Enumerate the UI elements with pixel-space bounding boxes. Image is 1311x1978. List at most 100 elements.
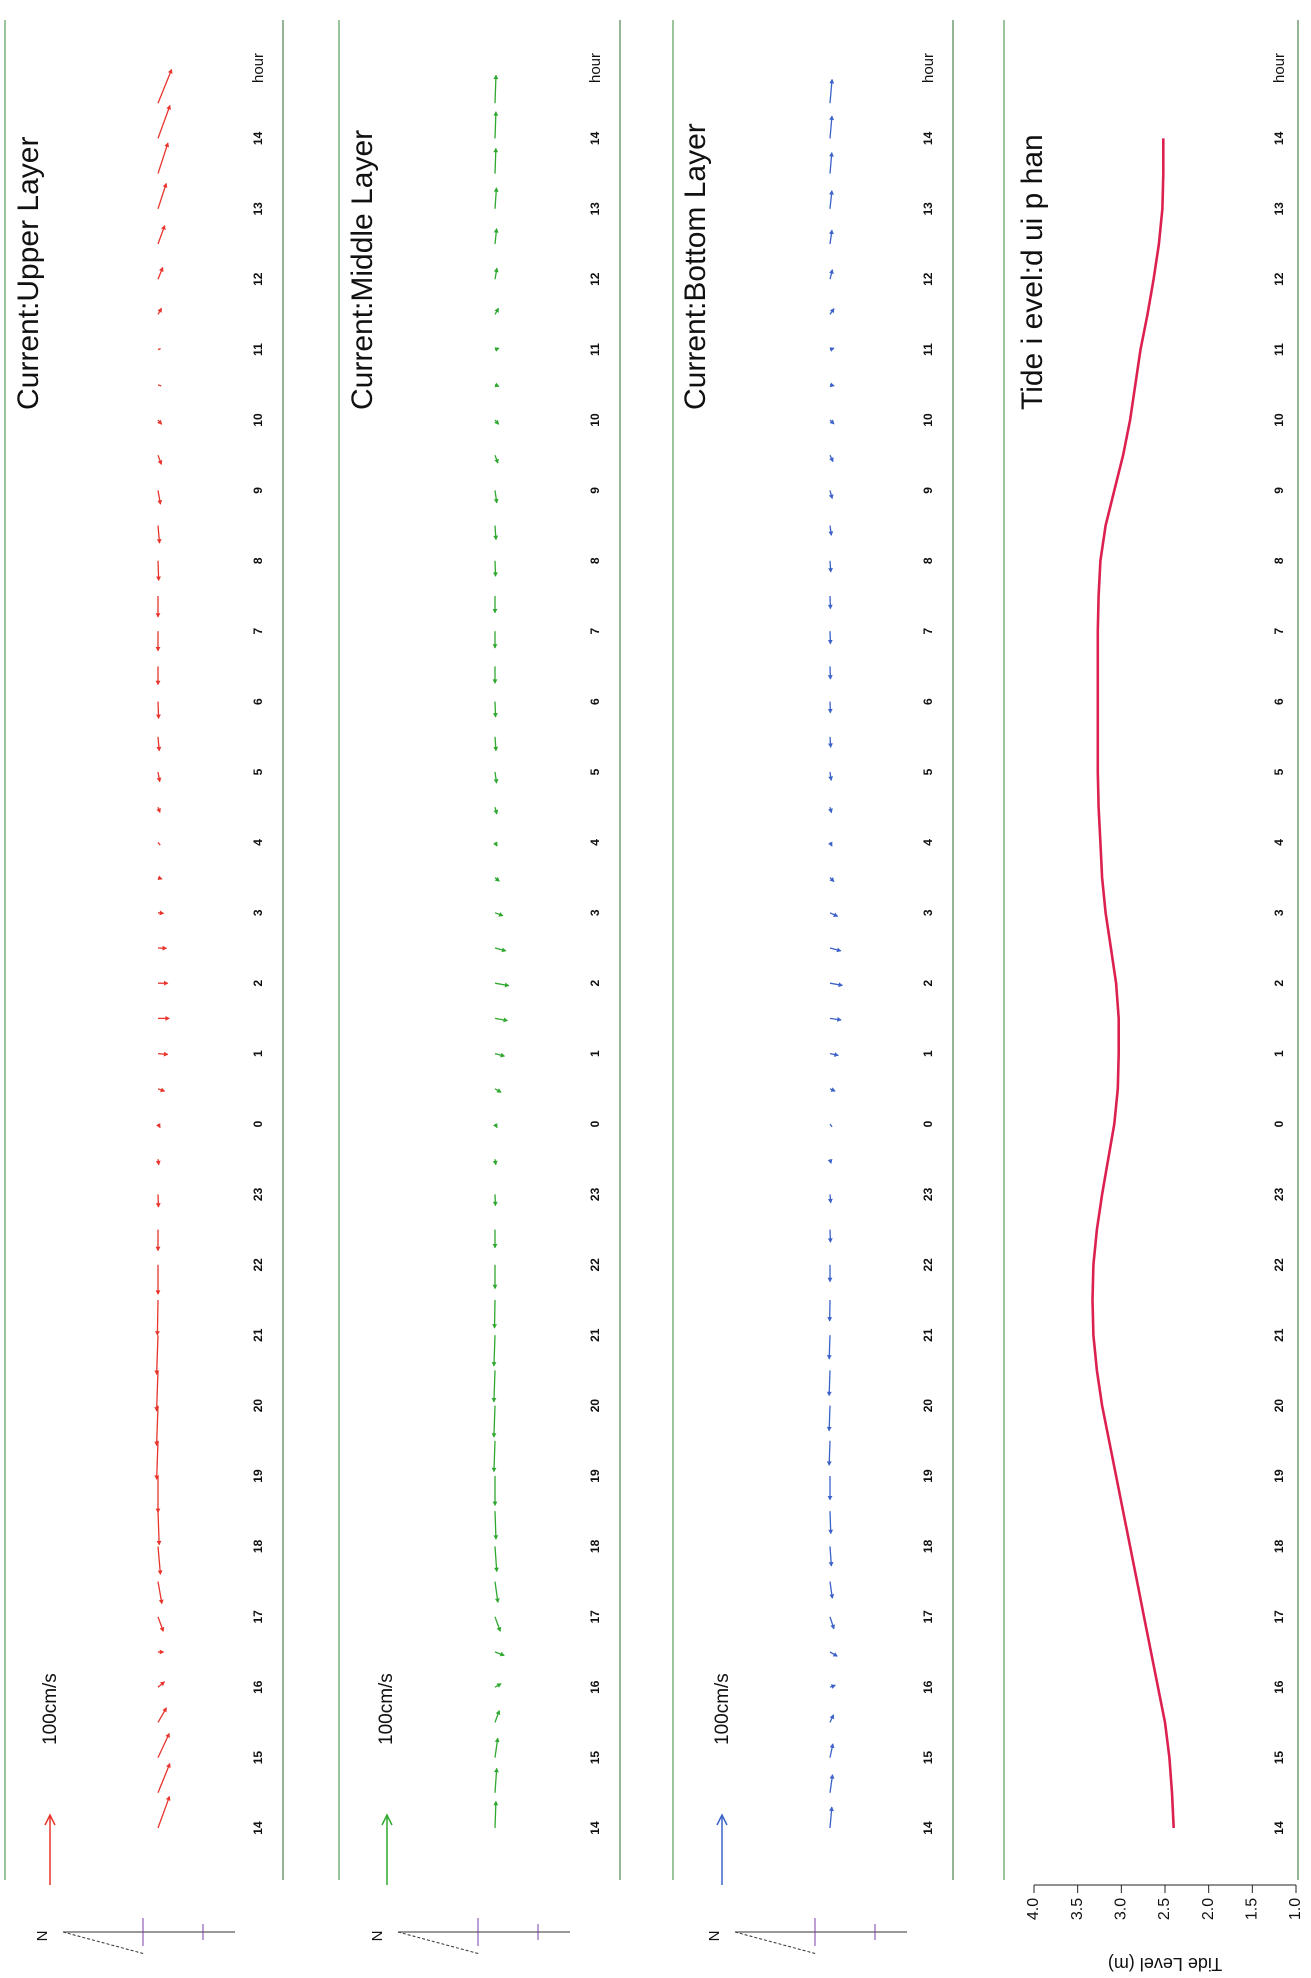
x-tick-label: 21 — [588, 1328, 602, 1342]
current-vector-head — [165, 1795, 171, 1801]
x-tick-label: 23 — [921, 1187, 935, 1201]
x-tick-label: 14 — [921, 131, 935, 145]
x-tick-label: 19 — [921, 1469, 935, 1483]
current-vector-head — [493, 187, 499, 192]
current-vector-head — [166, 104, 171, 110]
current-vector-head — [493, 841, 498, 847]
x-tick-label: 3 — [921, 909, 935, 916]
panel-title: Current:Bottom Layer — [679, 123, 712, 410]
y-tick-label: 2.5 — [1156, 1898, 1173, 1920]
x-tick-label: 5 — [1272, 768, 1286, 775]
current-vector — [494, 148, 497, 174]
x-tick-label: 21 — [921, 1328, 935, 1342]
x-tick-label: 10 — [251, 413, 265, 427]
current-vector-head — [495, 1709, 501, 1715]
current-vector — [157, 1763, 171, 1794]
x-tick-label: 22 — [921, 1258, 935, 1272]
current-vector-head — [156, 777, 162, 783]
x-tick-label: 8 — [251, 557, 265, 564]
current-vector — [494, 1801, 497, 1829]
current-vector-head — [827, 1238, 833, 1243]
x-tick-label: 9 — [588, 487, 602, 494]
current-vector-head — [158, 1599, 164, 1605]
current-vector-head — [157, 500, 163, 505]
x-tick-label: 18 — [588, 1539, 602, 1553]
current-vector — [494, 1511, 497, 1540]
current-vector-head — [161, 224, 166, 230]
current-vector-head — [159, 1626, 165, 1632]
current-vector — [828, 1335, 831, 1360]
current-vector-head — [827, 639, 833, 645]
current-vector-head — [492, 644, 498, 649]
current-vector-head — [828, 531, 834, 536]
x-tick-label: 15 — [1272, 1751, 1286, 1765]
north-line — [397, 1931, 481, 1955]
current-vector-head — [829, 229, 834, 235]
current-vector-head — [494, 458, 499, 464]
current-vector-head — [491, 1467, 497, 1473]
current-vector-head — [155, 1331, 160, 1336]
current-vector — [493, 1440, 496, 1472]
north-label: N — [34, 1931, 51, 1942]
x-tick-label: 6 — [588, 698, 602, 705]
current-vector-head — [159, 910, 165, 916]
y-tick-label: 1.0 — [1287, 1898, 1304, 1920]
current-vector — [156, 1440, 159, 1480]
current-vector-head — [491, 1362, 497, 1367]
scale-label: 100cm/s — [712, 1673, 733, 1745]
x-tick-label: 11 — [588, 343, 602, 356]
current-vector-head — [829, 1594, 835, 1599]
current-vector-head — [156, 539, 162, 544]
x-tick-label: 0 — [251, 1120, 265, 1127]
current-vector — [493, 1405, 496, 1438]
current-vector-head — [829, 190, 834, 195]
current-vector-head — [827, 1198, 833, 1204]
current-vector-head — [156, 1123, 161, 1129]
x-tick-label: 10 — [588, 413, 602, 427]
current-vector — [829, 1123, 833, 1128]
x-axis-unit-label: hour — [250, 53, 267, 83]
current-vector-head — [155, 680, 161, 686]
current-vector — [829, 79, 833, 104]
y-tick-label: 4.0 — [1025, 1898, 1042, 1920]
current-vector-head — [492, 1284, 498, 1290]
current-vector-head — [156, 576, 161, 582]
north-line — [734, 1931, 818, 1955]
panels: Current:Upper Layer141516171819202122230… — [4, 20, 1304, 1974]
x-tick-label: 18 — [1272, 1539, 1286, 1553]
x-axis-unit-label: hour — [1271, 53, 1288, 83]
y-tick-label: 2.0 — [1200, 1898, 1217, 1920]
current-vector — [157, 69, 173, 104]
current-vector — [157, 1796, 171, 1829]
x-tick-label: 9 — [1272, 487, 1286, 494]
x-tick-label: 22 — [251, 1258, 265, 1272]
current-vector-head — [493, 778, 499, 784]
x-tick-label: 12 — [251, 272, 265, 286]
x-tick-label: 9 — [921, 487, 935, 494]
current-vector-head — [165, 1732, 170, 1738]
current-vector-head — [494, 876, 500, 882]
current-vector-head — [829, 78, 835, 84]
current-vector — [828, 1440, 831, 1466]
x-axis-unit-label: hour — [920, 53, 937, 83]
current-vector-head — [165, 1015, 170, 1021]
current-vector — [155, 1405, 159, 1446]
current-vector — [494, 1546, 498, 1572]
x-tick-label: 6 — [921, 698, 935, 705]
vector-panel: Current:Bottom Layer14151617181920212223… — [672, 20, 954, 1955]
current-vector — [157, 1733, 170, 1758]
y-tick-label: 1.5 — [1244, 1898, 1261, 1920]
current-vector-head — [493, 111, 499, 116]
current-vector-head — [155, 1508, 161, 1514]
current-vector-head — [493, 535, 499, 541]
current-vector-head — [159, 1681, 165, 1687]
current-vector-head — [829, 382, 835, 388]
x-tick-label: 16 — [921, 1680, 935, 1694]
current-vector-head — [156, 714, 161, 720]
current-vector-head — [493, 1123, 498, 1129]
current-vector-head — [829, 457, 834, 463]
current-vector-head — [503, 1017, 509, 1023]
current-vector-head — [492, 713, 498, 718]
x-tick-label: 1 — [588, 1050, 602, 1057]
